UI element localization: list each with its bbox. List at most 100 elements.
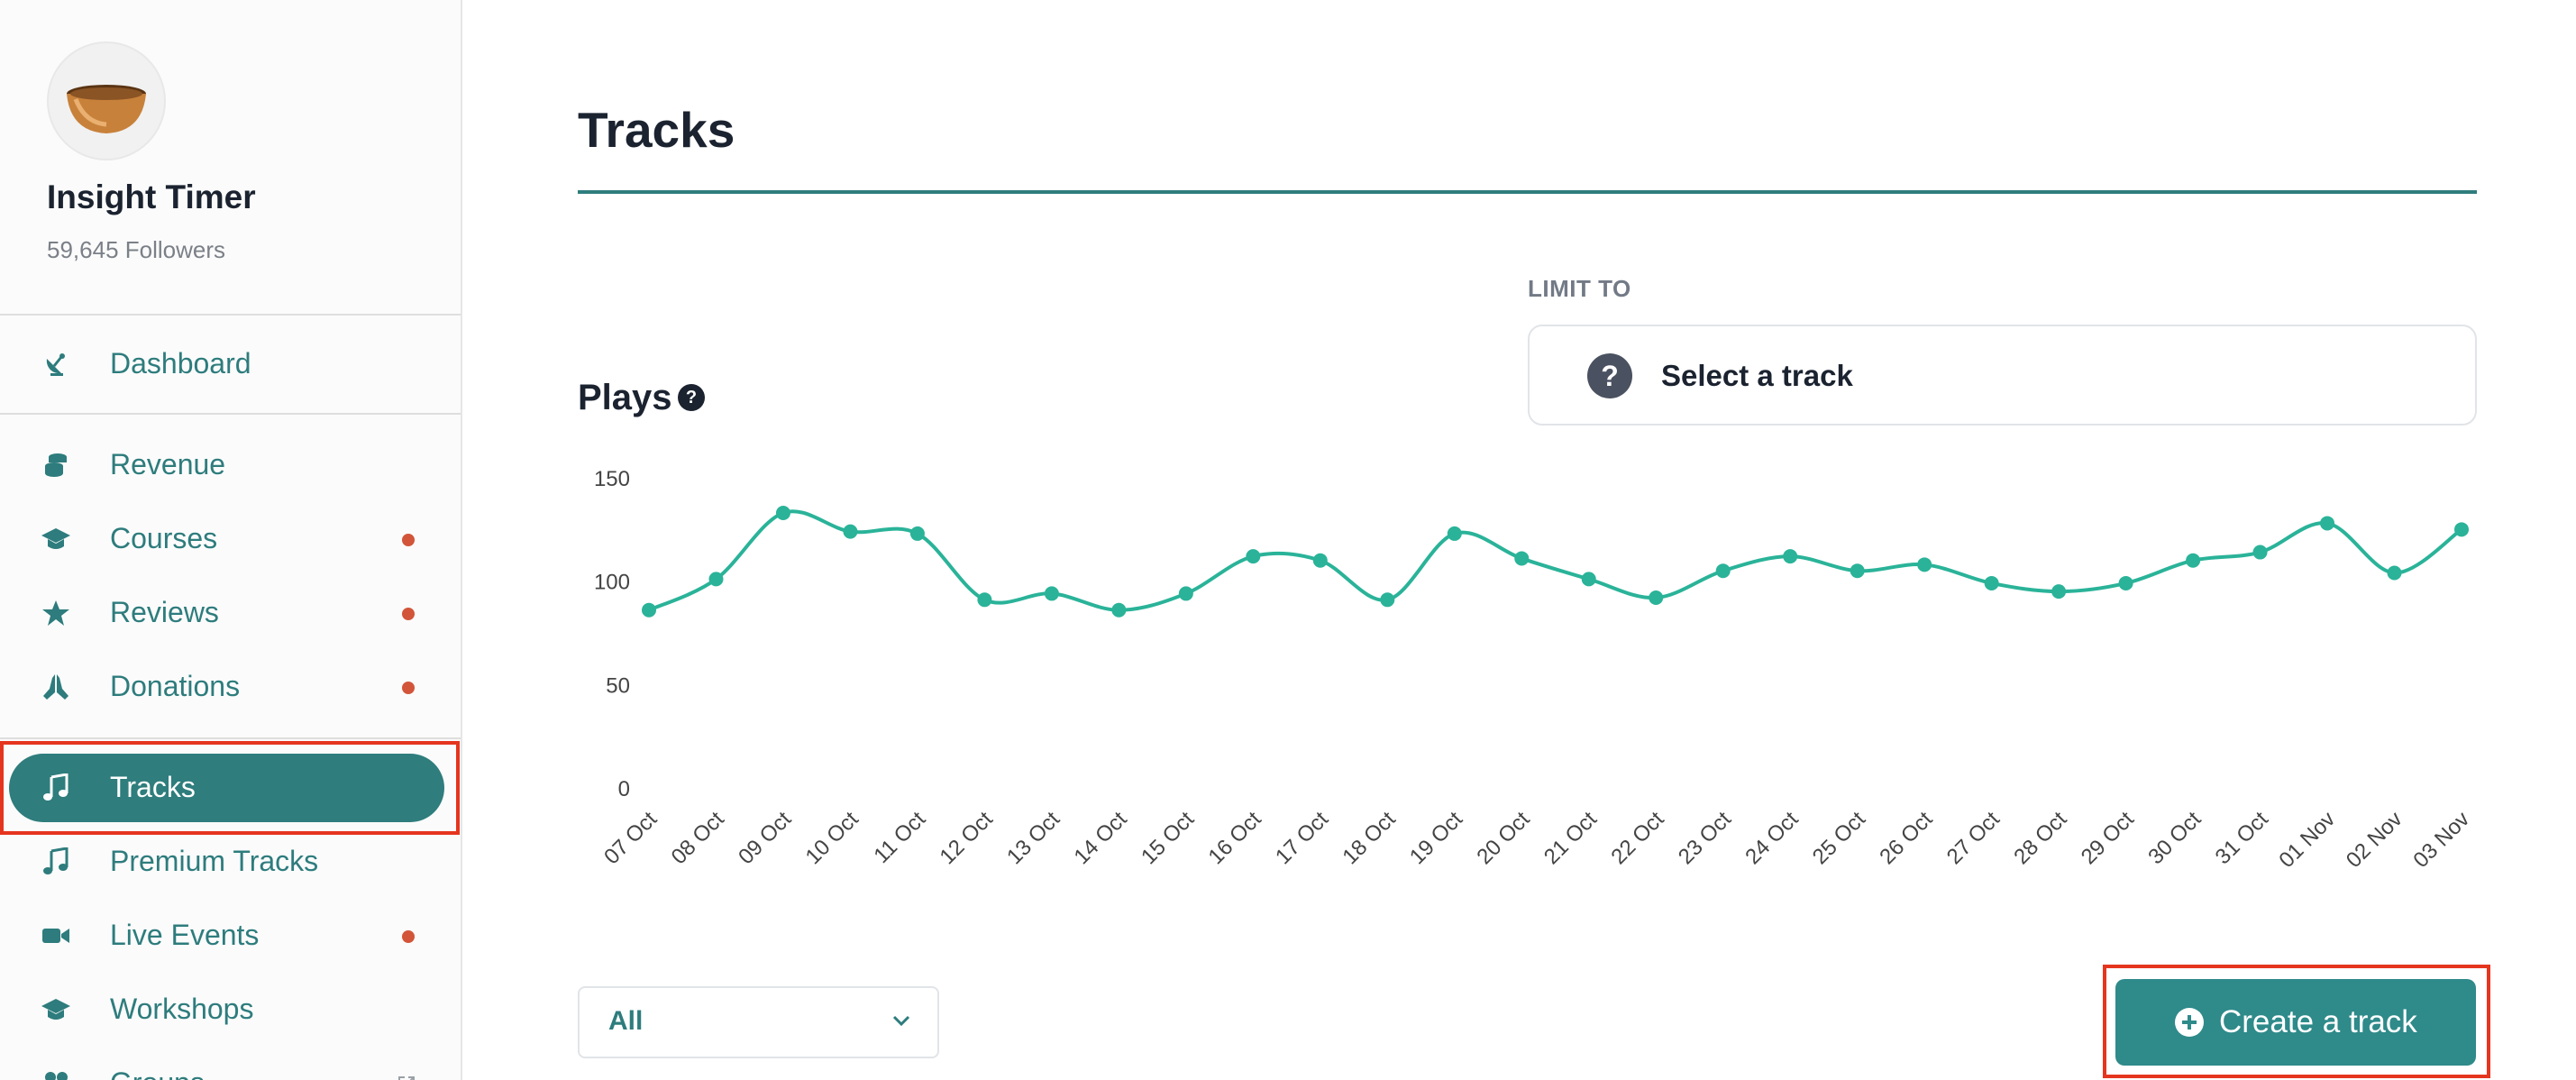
sidebar-item-label: Workshops	[110, 993, 254, 1025]
sidebar-item-workshops[interactable]: Workshops	[9, 975, 444, 1044]
sidebar-item-donations[interactable]: Donations	[9, 653, 444, 721]
x-tick-label: 01 Nov	[2274, 807, 2340, 873]
graduation-cap-icon	[41, 528, 70, 549]
help-icon[interactable]: ?	[678, 384, 705, 411]
sidebar-item-premium-tracks[interactable]: Premium Tracks	[9, 828, 444, 896]
singing-bowl-icon	[67, 85, 146, 133]
x-tick-label: 18 Oct	[1338, 807, 1400, 869]
notification-dot	[402, 682, 415, 694]
y-tick-label: 0	[618, 777, 630, 801]
data-point[interactable]	[2320, 516, 2335, 531]
sidebar-item-dashboard[interactable]: Dashboard	[9, 330, 444, 398]
data-point[interactable]	[1581, 572, 1596, 587]
data-point[interactable]	[843, 524, 858, 539]
x-tick-label: 15 Oct	[1137, 807, 1199, 869]
external-link-icon	[398, 1076, 415, 1080]
data-point[interactable]	[1514, 551, 1530, 566]
data-point[interactable]	[977, 592, 992, 608]
satellite-dish-icon	[46, 353, 65, 376]
filter-select[interactable]: All	[578, 986, 939, 1058]
data-point[interactable]	[1850, 563, 1865, 579]
x-tick-label: 14 Oct	[1070, 807, 1132, 869]
sidebar-item-groups[interactable]: Groups	[9, 1049, 444, 1080]
data-point[interactable]	[1447, 526, 1462, 541]
music-note-icon	[43, 847, 69, 874]
x-tick-label: 03 Nov	[2408, 807, 2474, 873]
x-tick-label: 13 Oct	[1002, 807, 1064, 869]
x-tick-label: 20 Oct	[1472, 807, 1534, 869]
x-tick-label: 29 Oct	[2077, 807, 2139, 869]
x-tick-label: 08 Oct	[667, 807, 729, 869]
data-point[interactable]	[2454, 522, 2469, 537]
x-tick-label: 12 Oct	[936, 807, 998, 869]
notification-dot	[402, 930, 415, 943]
x-tick-label: 24 Oct	[1740, 807, 1803, 869]
followers-count: 59,645 Followers	[47, 236, 225, 263]
avatar[interactable]	[47, 41, 166, 160]
x-tick-label: 21 Oct	[1539, 807, 1602, 869]
x-tick-label: 26 Oct	[1875, 807, 1937, 869]
x-tick-label: 10 Oct	[801, 807, 863, 869]
sidebar-item-revenue[interactable]: Revenue	[9, 431, 444, 499]
limit-to-label: LIMIT TO	[1528, 275, 1631, 302]
data-point[interactable]	[1044, 586, 1059, 601]
data-point[interactable]	[1917, 557, 1932, 572]
star-icon	[42, 600, 69, 626]
data-point[interactable]	[1246, 549, 1261, 564]
sidebar-item-label: Revenue	[110, 448, 226, 481]
sidebar-item-label: Tracks	[110, 771, 196, 803]
data-point[interactable]	[1984, 575, 1999, 590]
x-tick-label: 09 Oct	[734, 807, 796, 869]
sidebar-item-courses[interactable]: Courses	[9, 505, 444, 573]
users-icon	[45, 1072, 68, 1080]
x-tick-label: 31 Oct	[2211, 807, 2273, 869]
data-point[interactable]	[909, 526, 925, 541]
data-point[interactable]	[2051, 584, 2067, 599]
x-tick-label: 25 Oct	[1808, 807, 1870, 869]
sidebar-item-reviews[interactable]: Reviews	[9, 579, 444, 647]
highlight-box	[2103, 965, 2490, 1078]
x-tick-label: 19 Oct	[1405, 807, 1467, 869]
data-point[interactable]	[775, 505, 790, 520]
graduation-cap-icon	[41, 999, 70, 1020]
data-point[interactable]	[1715, 563, 1731, 579]
track-select-label: Select a track	[1661, 359, 1853, 392]
notification-dot	[402, 608, 415, 620]
coins-icon	[45, 453, 67, 477]
data-point[interactable]	[2118, 575, 2133, 590]
track-select[interactable]: ? Select a track	[1528, 325, 2477, 426]
create-track-button[interactable]: Create a track	[2115, 979, 2476, 1066]
x-tick-label: 02 Nov	[2342, 807, 2407, 873]
sidebar-item-label: Premium Tracks	[110, 845, 319, 877]
data-point[interactable]	[1312, 553, 1328, 568]
data-point[interactable]	[642, 602, 656, 618]
sidebar-item-live-events[interactable]: Live Events	[9, 902, 444, 970]
data-point[interactable]	[2252, 545, 2268, 560]
data-point[interactable]	[1783, 549, 1798, 564]
x-tick-label: 11 Oct	[869, 807, 930, 868]
x-tick-label: 16 Oct	[1203, 807, 1265, 869]
x-tick-label: 27 Oct	[1942, 807, 2005, 869]
sidebar-item-label: Live Events	[110, 919, 260, 951]
divider	[0, 314, 461, 316]
data-point[interactable]	[2387, 565, 2402, 581]
y-tick-label: 50	[606, 673, 630, 698]
title-underline	[578, 190, 2477, 194]
data-point[interactable]	[1111, 602, 1127, 618]
sidebar-item-tracks[interactable]: Tracks	[9, 754, 444, 822]
x-tick-label: 23 Oct	[1674, 807, 1736, 869]
data-point[interactable]	[1380, 592, 1395, 608]
data-point[interactable]	[1649, 590, 1664, 606]
create-track-button-label: Create a track	[2219, 1004, 2417, 1039]
video-camera-icon	[42, 929, 69, 943]
sidebar: Insight Timer 59,645 Followers Dashboard…	[0, 0, 462, 1080]
x-tick-label: 17 Oct	[1271, 807, 1333, 869]
sidebar-item-label: Courses	[110, 522, 218, 554]
data-point[interactable]	[708, 572, 724, 587]
data-point[interactable]	[1178, 586, 1193, 601]
notification-dot	[402, 534, 415, 546]
sidebar-item-label: Reviews	[110, 596, 219, 628]
praying-hands-icon	[43, 674, 69, 700]
data-point[interactable]	[2186, 553, 2201, 568]
